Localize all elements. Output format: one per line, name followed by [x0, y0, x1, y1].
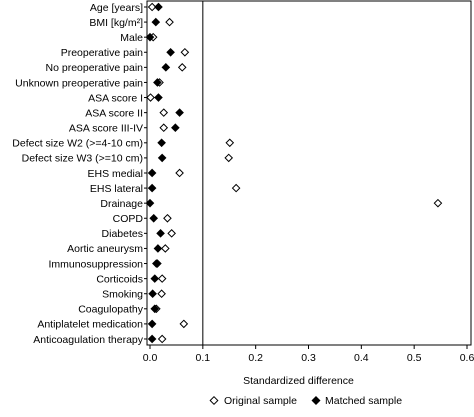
marker-matched [147, 168, 157, 178]
marker-matched [149, 213, 159, 223]
y-label: Unknown preoperative pain [15, 77, 143, 89]
y-label: Male [120, 32, 143, 44]
y-label: Defect size W2 (>=4-10 cm) [12, 138, 143, 150]
marker-matched [175, 108, 184, 117]
marker-original [157, 334, 167, 344]
x-tick-label: 0.0 [143, 352, 158, 364]
marker-original [175, 168, 184, 178]
y-label: Preoperative pain [61, 47, 143, 59]
marker-original [165, 17, 174, 27]
marker-original [163, 213, 172, 223]
x-tick-label: 0.4 [354, 352, 369, 364]
marker-original [157, 289, 166, 299]
markers [145, 2, 443, 344]
legend: Original sample Matched sample [209, 395, 402, 407]
marker-matched [166, 47, 175, 57]
marker-original [146, 93, 155, 102]
marker-original [161, 244, 170, 253]
marker-matched [145, 32, 155, 42]
y-label: Coagulopathy [78, 304, 144, 316]
y-label: Defect size W3 (>=10 cm) [22, 153, 143, 165]
y-axis-ticks [144, 6, 147, 340]
marker-matched [154, 93, 163, 102]
y-label: Immunosuppression [48, 258, 143, 270]
x-tick-label: 0.1 [196, 352, 211, 364]
marker-matched [151, 17, 161, 27]
y-label: ASA score I [88, 92, 143, 104]
marker-matched [157, 153, 167, 163]
y-label: No preoperative pain [46, 62, 144, 74]
y-label: Smoking [102, 289, 143, 301]
marker-matched [156, 229, 165, 238]
y-label: Drainage [100, 198, 143, 210]
y-label: EHS lateral [90, 183, 143, 195]
marker-original [167, 229, 176, 238]
marker-original [159, 123, 169, 133]
y-axis-labels: Age [years] BMI [kg/m²] Male Preoperative p… [12, 2, 143, 346]
marker-original [231, 183, 241, 193]
legend-marker-original [209, 395, 219, 406]
marker-original [179, 319, 189, 329]
x-tick-label: 0.2 [248, 352, 263, 364]
marker-matched [157, 138, 166, 148]
marker-original [147, 2, 157, 12]
legend-label-original: Original sample [224, 395, 297, 407]
marker-matched [150, 274, 160, 283]
x-axis-title: Standardized difference [243, 375, 354, 387]
x-tick-label: 0.3 [301, 352, 316, 364]
marker-matched [147, 334, 157, 344]
y-label: Age [years] [90, 2, 143, 14]
marker-matched [147, 319, 157, 329]
y-label: Antiplatelet medication [37, 319, 143, 331]
marker-original [433, 198, 443, 208]
x-tick-label: 0.6 [460, 352, 474, 364]
marker-matched [148, 289, 157, 299]
marker-matched [171, 123, 180, 133]
marker-matched [150, 304, 160, 314]
marker-original [225, 138, 235, 148]
legend-label-matched: Matched sample [325, 395, 402, 407]
marker-original [224, 153, 234, 163]
marker-matched [145, 198, 155, 208]
marker-original [157, 274, 167, 283]
marker-original [177, 63, 187, 72]
x-tick-label: 0.5 [407, 352, 422, 364]
marker-matched [153, 244, 163, 253]
y-label: ASA score III-IV [69, 123, 143, 135]
y-label: COPD [113, 213, 144, 225]
marker-original [159, 108, 169, 117]
legend-marker-matched [311, 395, 321, 406]
marker-matched [161, 63, 171, 72]
y-label: Corticoids [96, 273, 143, 285]
y-label: BMI [kg/m²] [89, 17, 143, 29]
marker-matched [152, 259, 161, 268]
plot-area [146, 0, 472, 346]
marker-matched [153, 78, 162, 87]
y-label: Aortic aneurysm [67, 243, 143, 255]
y-label: Diabetes [102, 228, 143, 240]
x-axis-ticks: 0.0 0.1 0.2 0.3 0.4 0.5 0.6 [143, 345, 474, 364]
y-label: Anticoagulation therapy [33, 334, 143, 346]
marker-original [180, 47, 190, 57]
y-label: EHS medial [88, 168, 143, 180]
y-label: ASA score II [85, 107, 143, 119]
marker-matched [154, 2, 163, 12]
marker-matched [147, 183, 157, 193]
